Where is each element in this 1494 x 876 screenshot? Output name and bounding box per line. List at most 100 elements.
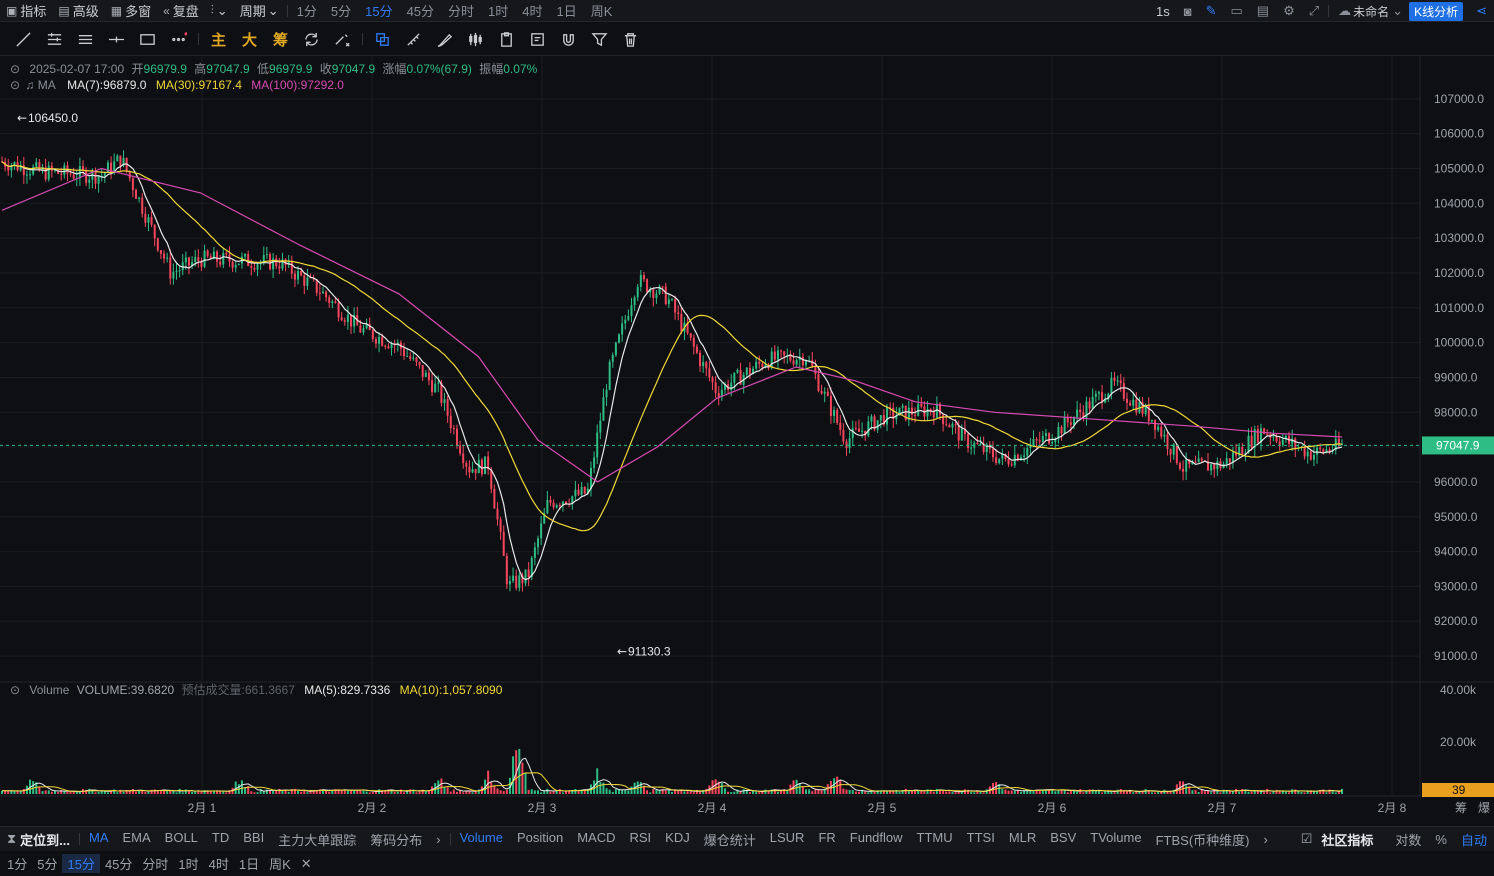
bottom-interval-tab[interactable]: 1分: [7, 857, 28, 872]
replay-menu[interactable]: «复盘: [163, 3, 199, 20]
log-scale-button[interactable]: 对数: [1395, 832, 1422, 848]
share-icon[interactable]: ⋖: [1476, 3, 1487, 18]
horizontal-lines-icon[interactable]: [39, 23, 70, 56]
sub-indicator-tab[interactable]: MLR: [1008, 829, 1037, 845]
trendline-icon[interactable]: [8, 23, 39, 56]
multiwindow-menu[interactable]: ▦ 多窗: [110, 3, 152, 20]
bottom-interval-tab[interactable]: 分时: [142, 857, 169, 872]
note-icon[interactable]: [522, 23, 553, 56]
interval-1s[interactable]: 1s: [1156, 3, 1170, 19]
main-indicator-tab[interactable]: 筹码分布: [370, 832, 423, 848]
edit-icon[interactable]: ☑: [1300, 831, 1313, 846]
template-icon[interactable]: ▤: [1256, 3, 1270, 18]
auto-scale-button[interactable]: 自动: [1460, 832, 1487, 848]
bottom-interval-tab[interactable]: 1时: [178, 857, 199, 872]
chevron-right-icon[interactable]: ›: [1263, 831, 1268, 847]
interval-tab[interactable]: 1日: [556, 4, 577, 19]
price-chart[interactable]: 107000.0 106000.0 105000.0 104000.0 103000.0…: [0, 56, 1494, 826]
bottom-interval-tab[interactable]: 1日: [238, 857, 260, 872]
locate-button[interactable]: 定位到...: [20, 832, 70, 848]
main-indicator-tab[interactable]: MA: [88, 829, 109, 845]
community-indicators-button[interactable]: 社区指标: [1321, 832, 1374, 848]
collapse-icon[interactable]: ⊙: [10, 683, 21, 697]
parallel-lines-icon[interactable]: [70, 23, 101, 56]
sub-indicator-tab[interactable]: KDJ: [665, 829, 690, 845]
main-indicator-tab[interactable]: BOLL: [164, 829, 198, 845]
sub-indicator-tab[interactable]: MACD: [577, 829, 616, 845]
camera-icon[interactable]: ◙: [1183, 3, 1192, 19]
interval-tab[interactable]: 分时: [448, 4, 475, 19]
chevron-right-icon[interactable]: ›: [436, 831, 441, 847]
brush-icon[interactable]: [429, 23, 460, 56]
collapse-icon[interactable]: ⊙: [10, 78, 21, 92]
kline-analysis-button[interactable]: K线分析: [1409, 1, 1464, 21]
percent-scale-button[interactable]: %: [1435, 831, 1447, 847]
rewind-icon: «: [163, 3, 170, 18]
sub-indicator-tab[interactable]: Fundflow: [849, 829, 903, 845]
chip-button[interactable]: 筹: [272, 31, 288, 49]
interval-tab[interactable]: 1时: [488, 4, 509, 19]
sub-indicator-tab[interactable]: TTMU: [916, 829, 953, 845]
bottom-interval-tab[interactable]: 45分: [104, 857, 133, 872]
rectangle-icon[interactable]: [132, 23, 163, 56]
close-icon[interactable]: ✕: [300, 855, 312, 871]
main-indicator-tab[interactable]: BBI: [243, 829, 265, 845]
fullscreen-icon[interactable]: ⤢: [1308, 3, 1320, 18]
bottom-interval-tab[interactable]: 4时: [208, 857, 229, 872]
refresh-icon[interactable]: [296, 23, 327, 56]
cross-line-icon[interactable]: [101, 23, 132, 56]
sub-indicator-tab[interactable]: RSI: [629, 829, 652, 845]
collapse-icon[interactable]: ⊙: [10, 62, 21, 76]
candles-icon[interactable]: [460, 23, 491, 56]
candle-body: [44, 167, 47, 180]
sub-indicator-tab[interactable]: LSUR: [769, 829, 805, 845]
interval-tab[interactable]: 周K: [590, 4, 613, 19]
trash-icon[interactable]: [615, 23, 646, 56]
main-indicator-tab[interactable]: 主力大单跟踪: [278, 832, 357, 848]
gear-icon[interactable]: ⚙: [1283, 3, 1295, 18]
filter-icon[interactable]: [584, 23, 615, 56]
clipboard-icon[interactable]: [491, 23, 522, 56]
more-tools-icon[interactable]: [163, 23, 194, 56]
sub-indicator-tab[interactable]: 爆仓统计: [703, 832, 756, 848]
sub-indicator-tab[interactable]: FTBS(币种维度): [1155, 832, 1250, 848]
volume-bar: [895, 790, 898, 794]
main-indicator-button[interactable]: 主: [210, 31, 226, 49]
bell-icon[interactable]: ♫: [25, 78, 35, 92]
volume-bar: [1300, 791, 1303, 794]
bottom-interval-tab[interactable]: 15分: [62, 854, 100, 873]
volume-bar: [371, 791, 374, 794]
sub-indicator-tab[interactable]: Position: [516, 829, 564, 845]
pen-icon[interactable]: ✎: [1205, 3, 1217, 18]
interval-tab[interactable]: 15分: [365, 4, 393, 19]
main-indicator-tab[interactable]: TD: [211, 829, 230, 845]
candle-body: [879, 415, 882, 421]
layout-name[interactable]: 未命名: [1353, 4, 1390, 19]
chart-type-menu[interactable]: ⫶ ⌄: [205, 0, 234, 22]
ruler-icon[interactable]: [398, 23, 429, 56]
interval-tab[interactable]: 45分: [406, 4, 435, 19]
bottom-interval-tab[interactable]: 5分: [37, 857, 58, 872]
interval-tab[interactable]: 4时: [522, 4, 543, 19]
sub-indicator-tab[interactable]: TTSI: [966, 829, 995, 845]
bottom-interval-tab[interactable]: 周K: [269, 857, 291, 872]
comment-icon[interactable]: ▭: [1230, 3, 1243, 18]
advanced-menu[interactable]: ▤ 高级: [58, 3, 99, 20]
locate-icon[interactable]: ⧗: [7, 831, 17, 846]
main-indicator-tab[interactable]: EMA: [122, 829, 151, 845]
interval-tab[interactable]: 1分: [296, 4, 317, 19]
sub-indicator-tab[interactable]: Volume: [459, 829, 503, 845]
interval-tab[interactable]: 5分: [330, 4, 352, 19]
magnet-icon[interactable]: [553, 23, 584, 56]
sub-indicator-tab[interactable]: FR: [818, 829, 836, 845]
sub-indicator-tab[interactable]: BSV: [1050, 829, 1077, 845]
select-icon[interactable]: [367, 23, 398, 56]
cloud-icon[interactable]: ☁: [1338, 3, 1352, 18]
period-menu[interactable]: 周期 ⌄: [239, 2, 279, 20]
big-order-button[interactable]: 大: [241, 31, 257, 49]
sub-indicator-tab[interactable]: TVolume: [1090, 829, 1142, 845]
interval-bar: 1分 5分 15分 45分 分时 1时 4时 1日 周K ✕: [0, 851, 1494, 876]
candle-body: [88, 179, 91, 183]
magic-icon[interactable]: [327, 23, 358, 56]
indicators-menu[interactable]: ▣ 指标: [6, 3, 47, 20]
